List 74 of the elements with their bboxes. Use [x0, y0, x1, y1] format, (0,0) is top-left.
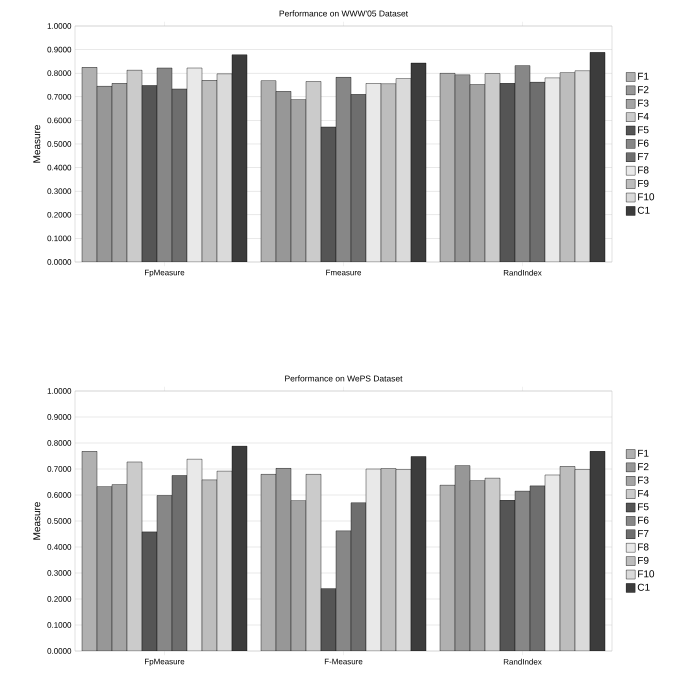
- bar: [112, 484, 128, 651]
- bar: [514, 65, 530, 262]
- bar: [411, 456, 426, 651]
- legend-label: F9: [638, 180, 648, 187]
- legend-label: F7: [638, 530, 648, 537]
- bar: [366, 83, 382, 262]
- bar: [366, 469, 382, 651]
- bar: [454, 465, 470, 651]
- legend-label: F9: [638, 556, 648, 564]
- bar: [544, 474, 560, 651]
- bar: [96, 486, 112, 651]
- bar: [156, 68, 172, 262]
- legend-label: F7: [638, 153, 648, 160]
- legend-label: F1: [638, 72, 648, 80]
- bar: [470, 84, 486, 262]
- bar: [396, 470, 412, 651]
- bar: [411, 63, 426, 262]
- bar: [186, 68, 202, 262]
- legend-label: F6: [638, 516, 649, 524]
- bar: [142, 532, 158, 651]
- legend-label: F10: [638, 570, 654, 578]
- legend-label: F3: [638, 100, 649, 107]
- bar: [336, 77, 352, 262]
- bar: [291, 500, 306, 651]
- bar: [530, 486, 546, 651]
- legend-label: C1: [638, 584, 650, 591]
- chart-title: Performance on WePS Dataset: [285, 375, 402, 382]
- y-axis-title: Measure: [33, 125, 40, 163]
- bar: [142, 85, 158, 262]
- bar: [216, 74, 232, 262]
- bar: [351, 94, 366, 262]
- bar: [530, 82, 546, 262]
- bar: [590, 52, 606, 262]
- bar: [574, 469, 590, 651]
- legend-label: F6: [638, 140, 649, 147]
- bar: [232, 446, 248, 651]
- legend-label: F4: [638, 113, 649, 120]
- legend-label: C1: [638, 206, 650, 214]
- bar: [321, 588, 336, 651]
- bar: [276, 91, 292, 262]
- legend-label: F3: [638, 476, 649, 484]
- legend-label: F5: [638, 126, 649, 134]
- bar: [112, 83, 128, 262]
- bar: [351, 502, 366, 651]
- legend-label: F2: [638, 463, 648, 470]
- legend-label: F5: [638, 503, 649, 510]
- bar: [172, 475, 188, 651]
- bar: [544, 78, 560, 262]
- bar: [156, 495, 172, 651]
- legend-label: F1: [638, 450, 648, 457]
- bar: [514, 490, 530, 651]
- bar: [276, 468, 292, 651]
- legend-label: F2: [638, 86, 648, 94]
- bar: [500, 83, 516, 262]
- legend-label: F8: [638, 166, 649, 174]
- legend-label: F8: [638, 543, 649, 550]
- bar: [291, 100, 306, 262]
- bar: [216, 470, 232, 651]
- bar: [96, 86, 112, 262]
- chart-title: Performance on WWW'05 Dataset: [280, 10, 408, 16]
- bar: [574, 70, 590, 262]
- bar: [172, 88, 188, 262]
- bar: [232, 54, 248, 262]
- legend-label: F10: [638, 193, 654, 200]
- bar: [500, 500, 516, 651]
- bar: [470, 480, 486, 651]
- bar: [336, 530, 352, 651]
- bar: [590, 451, 606, 651]
- bar: [396, 78, 412, 262]
- bar: [186, 458, 202, 651]
- bar: [321, 127, 336, 262]
- y-axis-title: Measure: [33, 502, 40, 540]
- legend-label: F4: [638, 490, 649, 497]
- bar: [454, 74, 470, 262]
